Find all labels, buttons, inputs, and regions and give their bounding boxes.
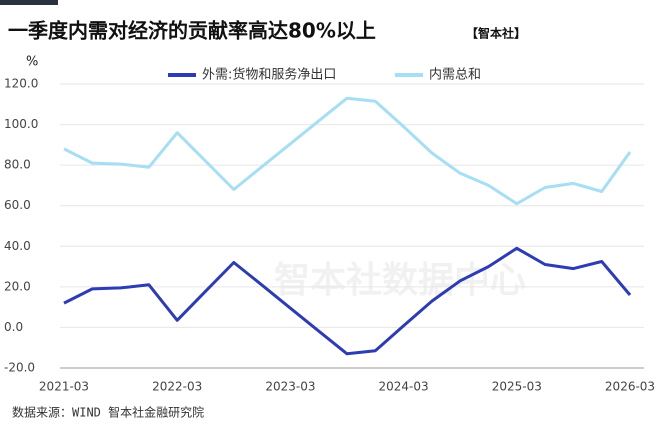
x-tick-label: 2022-03 — [152, 380, 202, 394]
y-tick-label: 60.0 — [4, 198, 31, 212]
legend-label: 外需:货物和服务净出口 — [202, 67, 336, 83]
source: 数据来源：WIND 智本社金融研究院 — [12, 405, 204, 420]
x-tick-label: 2026-03 — [605, 380, 655, 394]
series-line — [63, 246, 632, 356]
legend-label: 内需总和 — [429, 67, 481, 83]
title-tag: 【智本社】 — [466, 26, 526, 41]
series-line — [63, 96, 632, 206]
y-tick-label: 0.0 — [4, 320, 23, 334]
y-tick-label: 20.0 — [4, 279, 31, 293]
chart-title: 一季度内需对经济的贡献率高达80%以上 — [8, 19, 376, 43]
y-tick-label: 120.0 — [4, 77, 38, 91]
x-tick-label: 2023-03 — [265, 380, 315, 394]
top-bar — [0, 0, 58, 5]
y-tick-label: 80.0 — [4, 158, 31, 172]
x-tick-label: 2024-03 — [379, 380, 429, 394]
watermark: 智本社数据中心 — [274, 260, 526, 301]
x-tick-label: 2025-03 — [492, 380, 542, 394]
y-unit: % — [26, 55, 38, 70]
x-tick-label: 2021-03 — [39, 380, 89, 394]
y-tick-label: -20.0 — [4, 361, 35, 375]
y-tick-label: 100.0 — [4, 117, 38, 131]
y-tick-label: 40.0 — [4, 239, 31, 253]
